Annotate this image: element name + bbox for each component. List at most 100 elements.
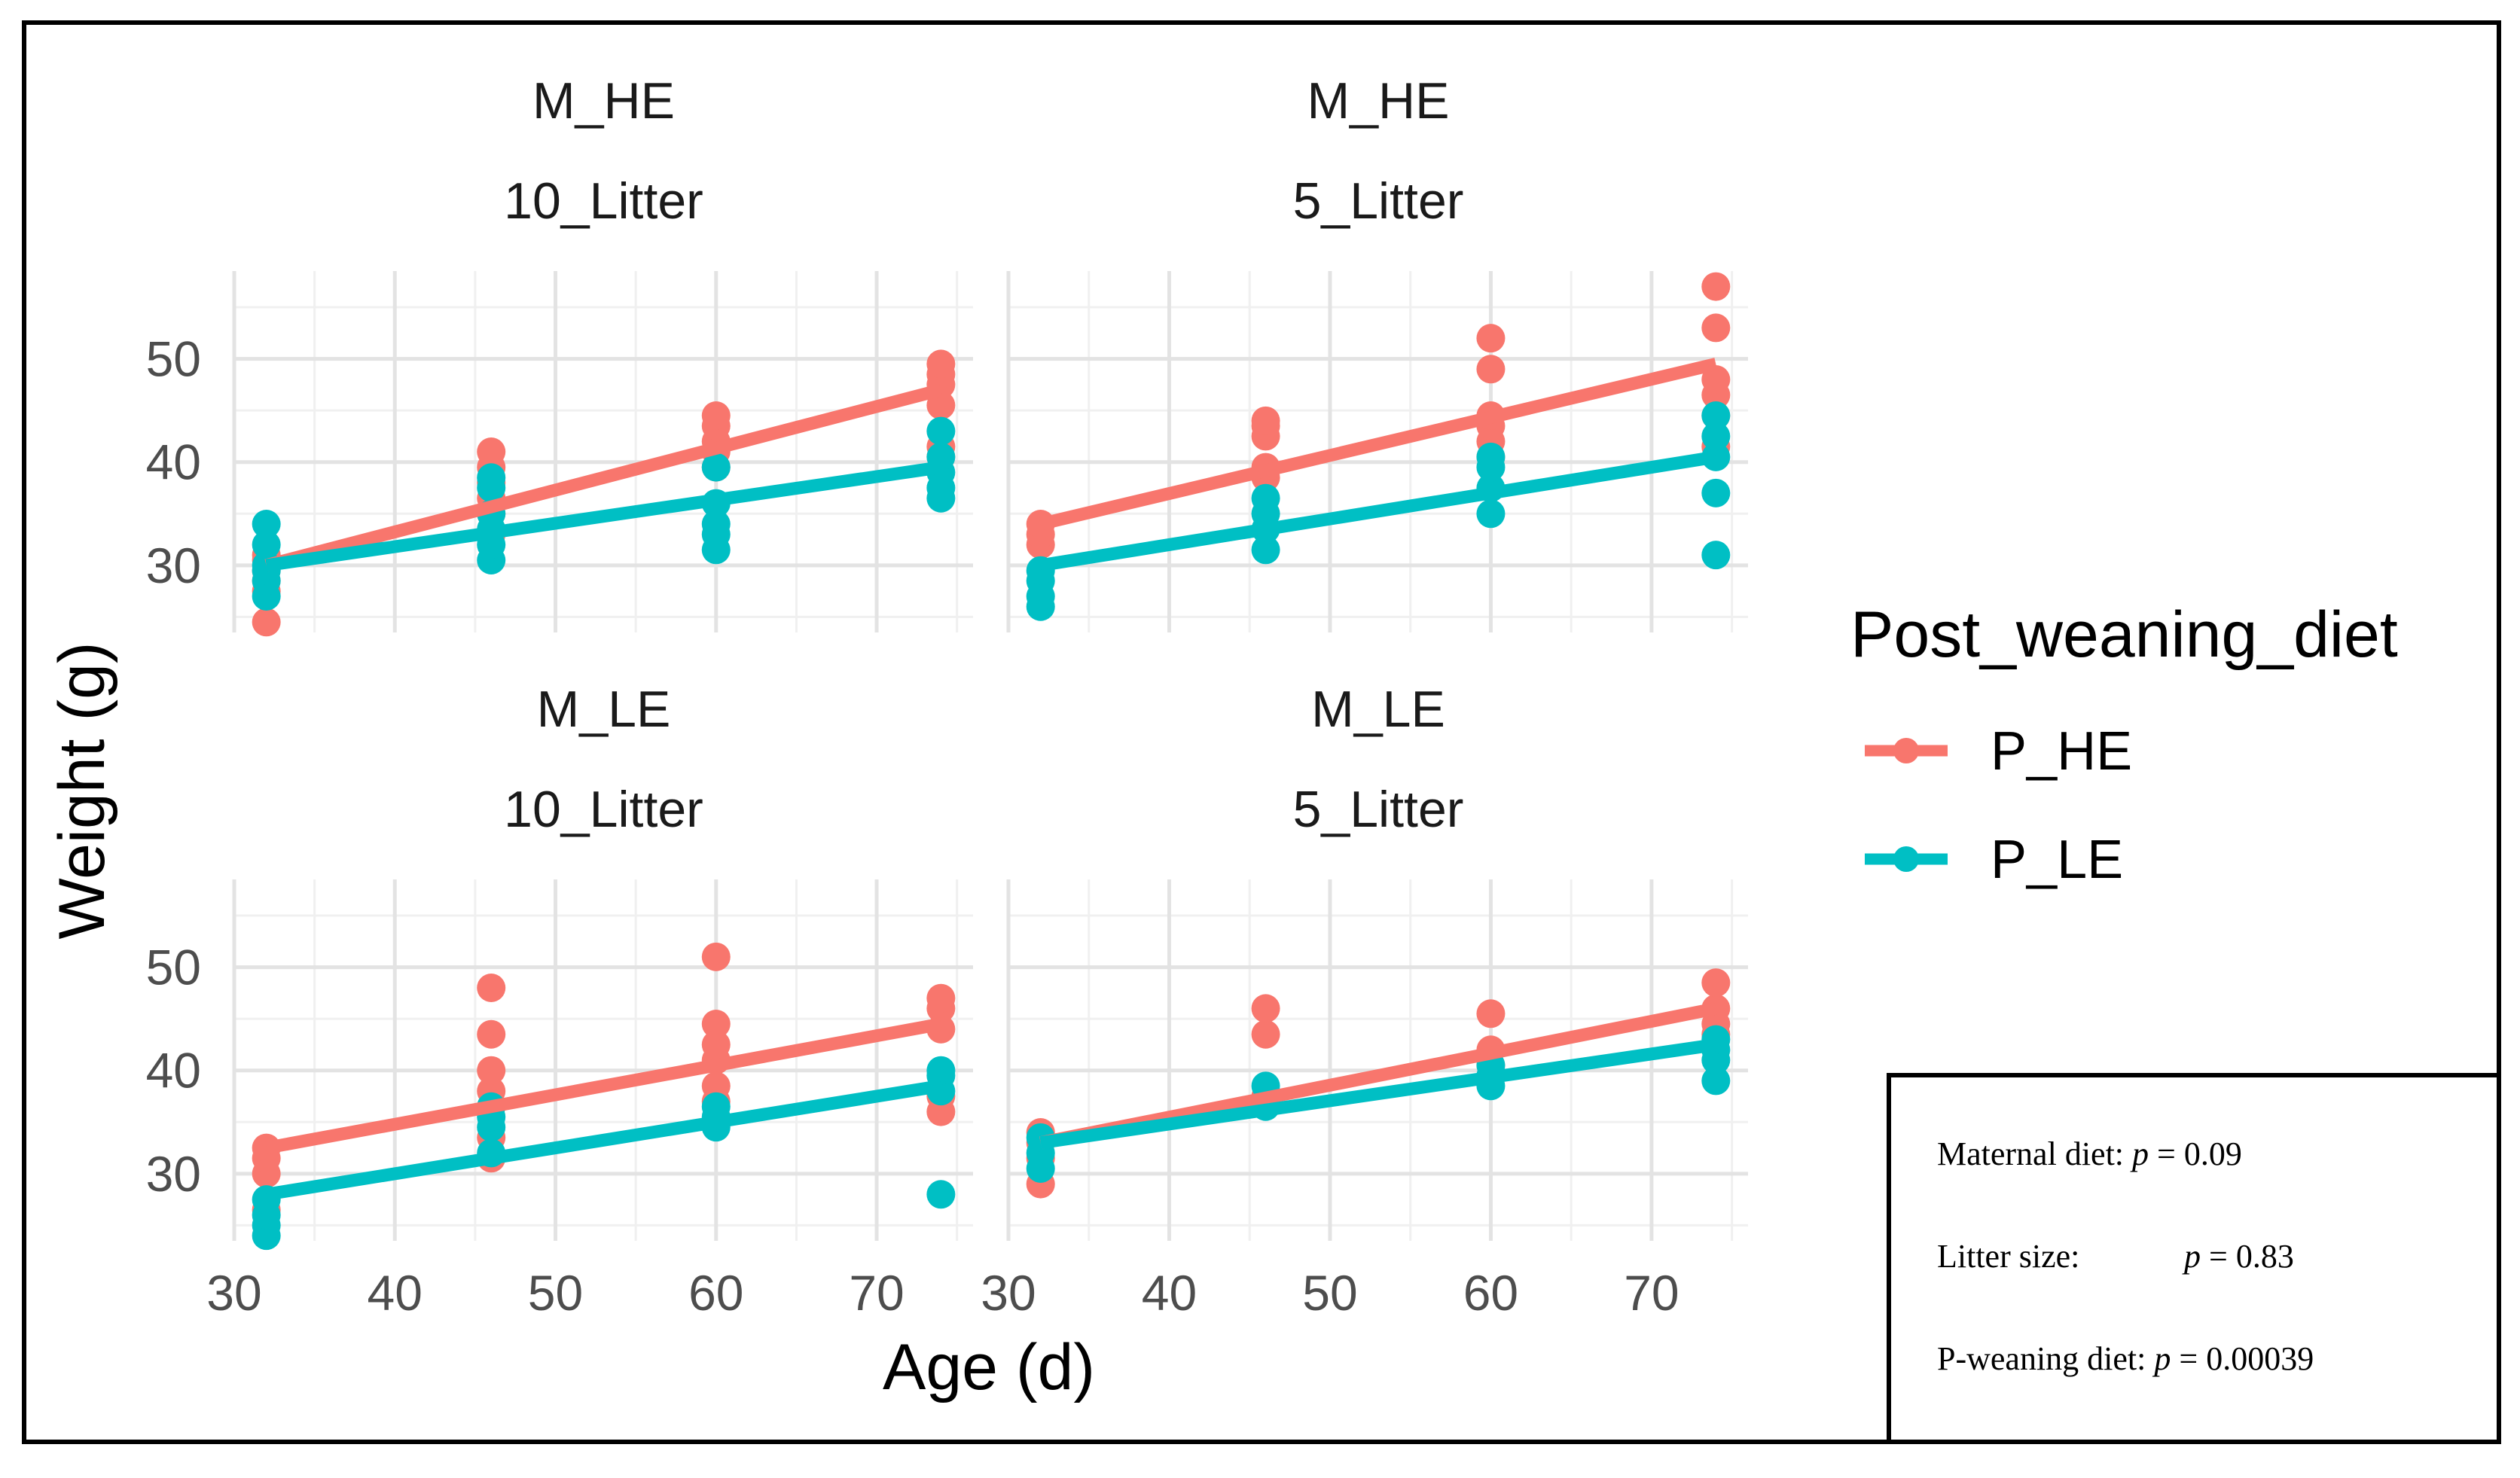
y-tick-label: 40 bbox=[146, 1043, 201, 1099]
stats-weaning-diet: P-weaning diet: p = 0.00039 bbox=[1937, 1340, 2314, 1377]
stats-litter-size: Litter size: p = 0.83 bbox=[1937, 1238, 2294, 1275]
data-point-p-le bbox=[1476, 442, 1506, 471]
data-point-p-he bbox=[477, 974, 506, 1002]
y-tick-label: 30 bbox=[146, 1146, 201, 1202]
data-point-p-le bbox=[477, 463, 506, 492]
data-point-p-le bbox=[1701, 1066, 1731, 1096]
fit-line-p-he bbox=[1039, 358, 1718, 531]
data-point-p-he bbox=[477, 437, 506, 466]
data-point-p-le bbox=[926, 416, 956, 446]
data-point-p-he bbox=[1701, 272, 1731, 301]
facet-panel-1: M_HE 10_Litter bbox=[232, 72, 973, 637]
stats-litter-value: = 0.83 bbox=[2201, 1238, 2294, 1275]
data-point-p-he bbox=[1251, 406, 1280, 435]
x-tick-label: 70 bbox=[1624, 1265, 1679, 1321]
facet-strip-maternal: M_HE bbox=[532, 72, 675, 130]
data-point-p-le bbox=[701, 510, 731, 538]
fit-line-p-he bbox=[265, 1017, 942, 1154]
fit-line-p-le bbox=[265, 1079, 942, 1201]
data-point-p-he bbox=[701, 401, 731, 430]
data-point-p-he bbox=[477, 1056, 506, 1085]
x-tick-label: 60 bbox=[1463, 1265, 1518, 1321]
facet-strip-maternal: M_HE bbox=[1307, 72, 1450, 130]
data-point-p-he bbox=[1476, 999, 1506, 1029]
legend-label-p-le: P_LE bbox=[1991, 830, 2123, 890]
y-tick-label: 50 bbox=[146, 331, 201, 387]
facet-strip-maternal: M_LE bbox=[537, 681, 671, 738]
data-point-p-le bbox=[252, 510, 281, 538]
data-point-p-he bbox=[701, 1030, 731, 1059]
data-point-p-le bbox=[252, 530, 281, 559]
data-point-p-le bbox=[926, 1056, 956, 1085]
data-point-p-he bbox=[701, 1010, 731, 1038]
data-point-p-le bbox=[1251, 535, 1280, 565]
data-point-p-le bbox=[1701, 478, 1731, 507]
data-point-p-he bbox=[1476, 324, 1506, 353]
data-point-p-he bbox=[1701, 968, 1731, 998]
legend-title: Post_weaning_diet bbox=[1850, 599, 2398, 671]
data-point-p-he bbox=[926, 349, 956, 379]
data-point-p-he bbox=[477, 1019, 506, 1049]
x-tick-label: 50 bbox=[528, 1265, 583, 1321]
fit-line-p-le bbox=[265, 461, 942, 572]
legend: Post_weaning_diet P_HE P_LE bbox=[1850, 599, 2398, 890]
y-tick-label: 50 bbox=[146, 940, 201, 995]
x-tick-labels: 30 40 50 60 70 30 40 50 60 70 bbox=[206, 1265, 1679, 1321]
data-point-p-he bbox=[1251, 994, 1280, 1023]
stats-litter-label: Litter size: bbox=[1937, 1238, 2079, 1275]
stats-weaning-value: = 0.00039 bbox=[2171, 1340, 2314, 1377]
legend-label-p-he: P_HE bbox=[1991, 721, 2132, 782]
facet-strip-litter: 5_Litter bbox=[1293, 172, 1464, 230]
x-tick-label: 40 bbox=[1142, 1265, 1197, 1321]
stats-box-frame bbox=[1887, 1073, 2501, 1444]
data-point-p-he bbox=[1701, 365, 1731, 394]
legend-key-dot-p-he bbox=[1893, 738, 1919, 763]
y-tick-labels: 30 40 50 30 40 50 bbox=[146, 331, 201, 1202]
data-point-p-he bbox=[701, 1071, 731, 1101]
data-point-p-le bbox=[701, 453, 731, 482]
x-tick-label: 50 bbox=[1302, 1265, 1357, 1321]
data-point-p-le bbox=[1701, 422, 1731, 451]
data-point-p-he bbox=[1476, 355, 1506, 384]
stats-weaning-label: P-weaning diet: bbox=[1937, 1340, 2154, 1377]
data-point-p-le bbox=[1251, 483, 1280, 513]
stats-box: Maternal diet: p = 0.09 Litter size: p = … bbox=[1887, 1073, 2501, 1444]
data-point-p-le bbox=[1476, 499, 1506, 529]
facet-panel-2: M_HE 5_Litter bbox=[1006, 72, 1748, 632]
stats-maternal-label: Maternal diet: bbox=[1937, 1135, 2132, 1172]
data-point-p-le bbox=[701, 1092, 731, 1121]
y-axis-title: Weight (g) bbox=[46, 641, 118, 939]
facet-strip-maternal: M_LE bbox=[1311, 681, 1445, 738]
data-point-p-he bbox=[252, 608, 281, 637]
x-tick-label: 40 bbox=[368, 1265, 423, 1321]
y-tick-label: 40 bbox=[146, 434, 201, 490]
fit-line-p-le bbox=[1039, 1038, 1717, 1150]
facet-panel-3: M_LE 10_Litter bbox=[232, 681, 973, 1251]
figure-frame bbox=[22, 20, 2501, 1444]
x-tick-label: 70 bbox=[849, 1265, 904, 1321]
facet-strip-litter: 5_Litter bbox=[1293, 781, 1464, 838]
facet-strip-litter: 10_Litter bbox=[504, 172, 703, 230]
data-point-p-he bbox=[1701, 313, 1731, 343]
stats-litter-p: p bbox=[2182, 1238, 2201, 1275]
stats-maternal-diet: Maternal diet: p = 0.09 bbox=[1937, 1135, 2242, 1172]
x-tick-label: 30 bbox=[206, 1265, 261, 1321]
data-point-p-he bbox=[1251, 1019, 1280, 1049]
data-point-p-le bbox=[1701, 541, 1731, 570]
fit-line-p-le bbox=[1039, 450, 1717, 572]
x-axis-title: Age (d) bbox=[883, 1331, 1095, 1403]
legend-key-dot-p-le bbox=[1893, 846, 1919, 872]
data-point-p-le bbox=[1701, 401, 1731, 430]
facet-panel-4: M_LE 5_Litter bbox=[1006, 681, 1748, 1241]
facet-panels: M_HE10_LitterM_HE5_LitterM_LE10_LitterM_… bbox=[232, 72, 1748, 1251]
data-point-p-he bbox=[701, 942, 731, 971]
data-point-p-he bbox=[926, 983, 956, 1013]
stats-weaning-p: p bbox=[2152, 1340, 2171, 1377]
y-tick-label: 30 bbox=[146, 538, 201, 593]
fit-line-p-he bbox=[264, 383, 943, 572]
facet-strip-litter: 10_Litter bbox=[504, 781, 703, 838]
stats-maternal-value: = 0.09 bbox=[2149, 1135, 2242, 1172]
stats-maternal-p: p bbox=[2130, 1135, 2149, 1172]
data-point-p-le bbox=[926, 1180, 956, 1209]
